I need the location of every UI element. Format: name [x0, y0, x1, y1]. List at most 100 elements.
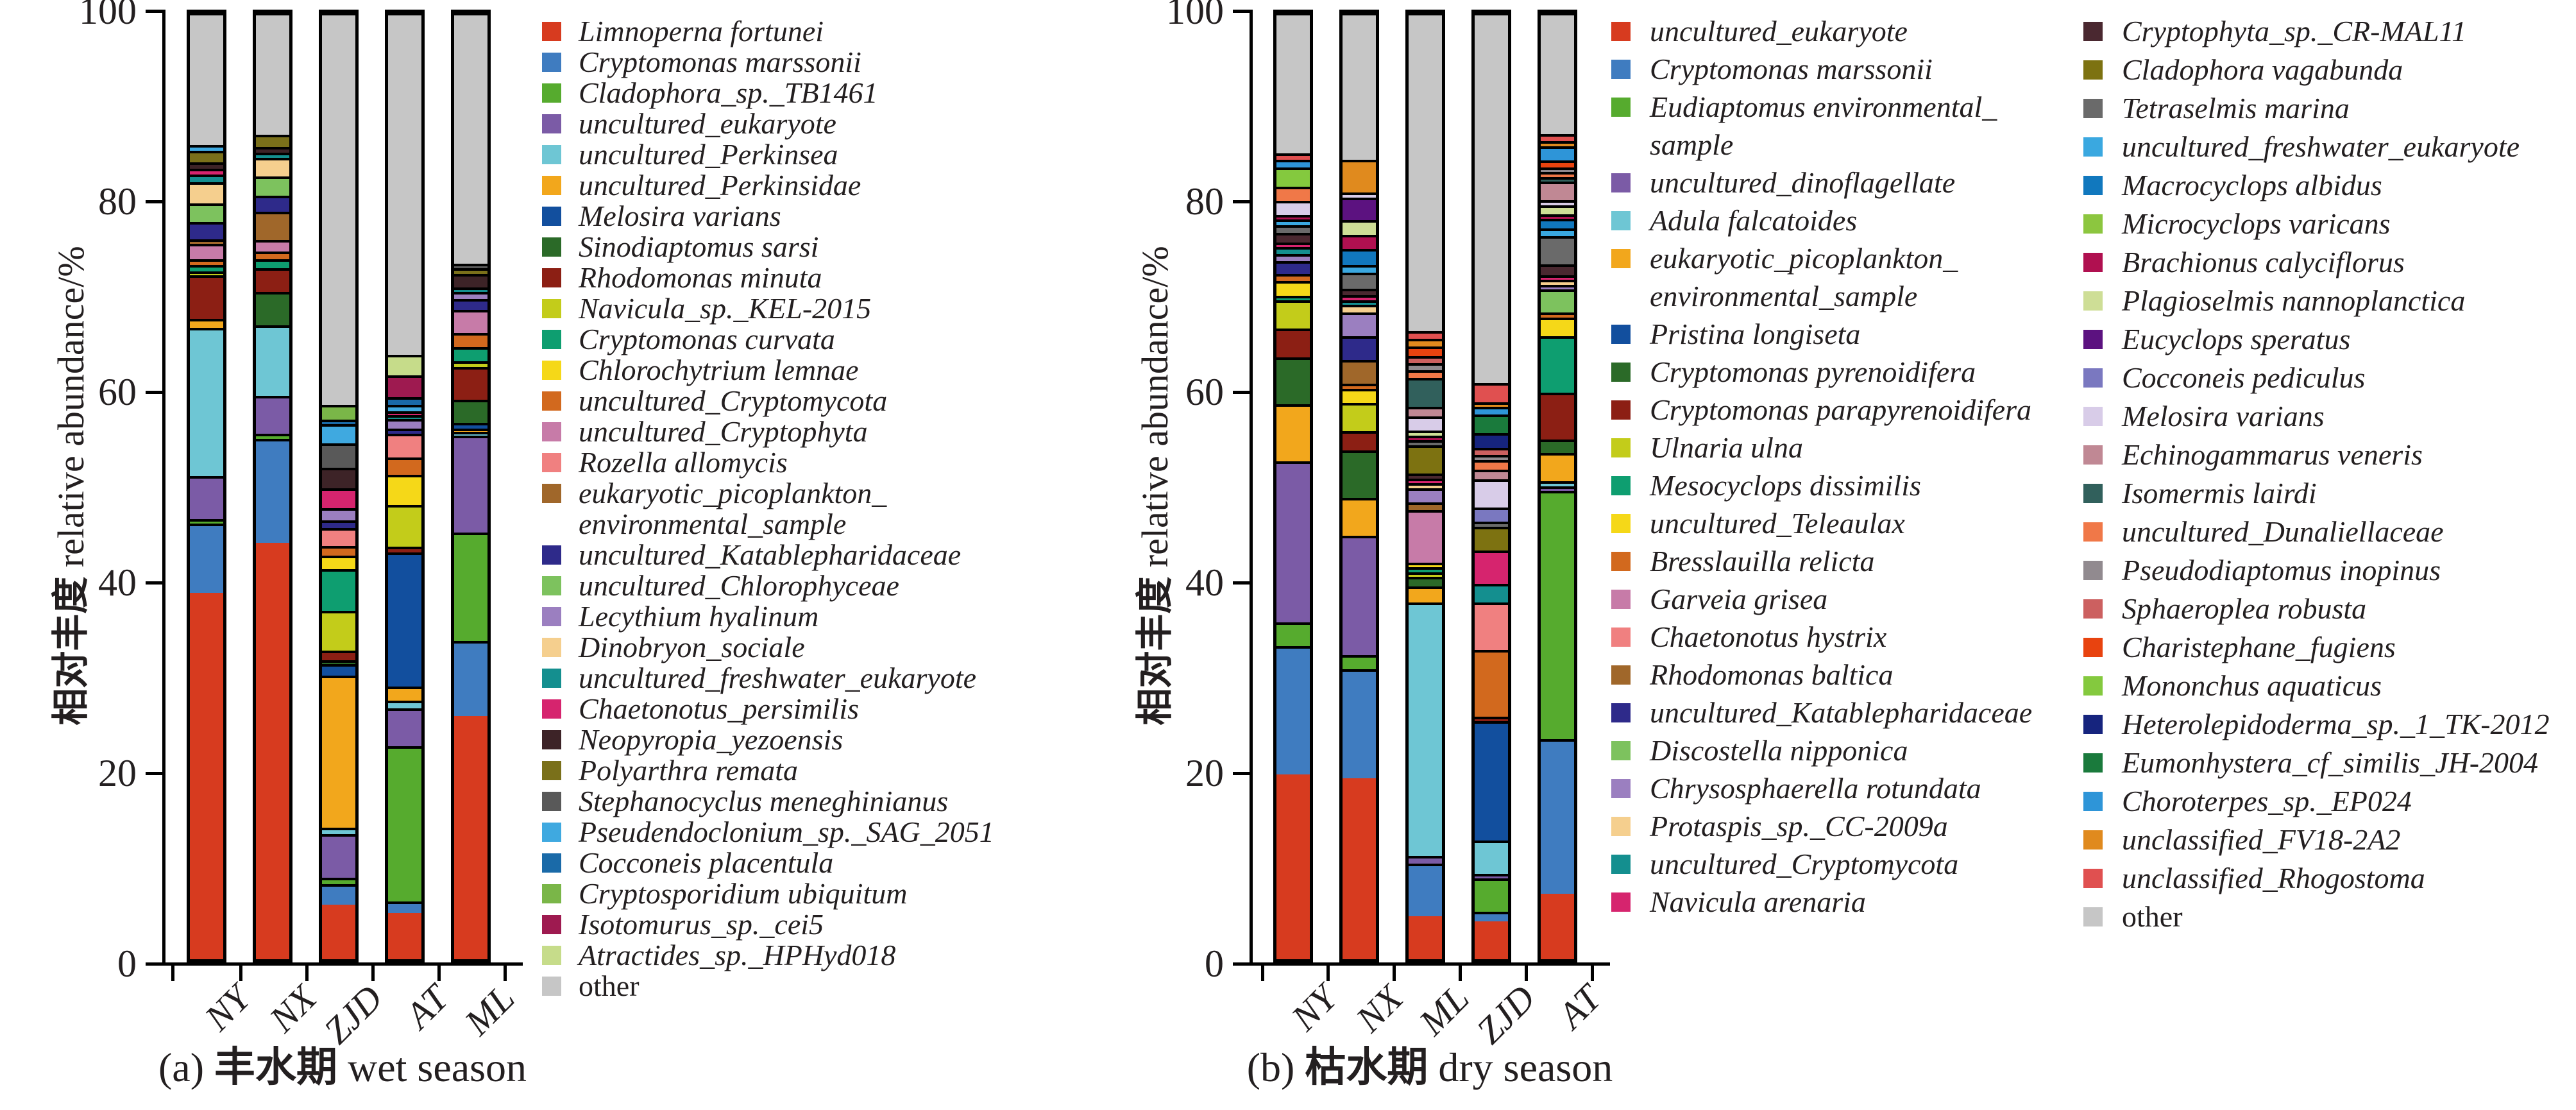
legend-a-label-3: uncultured_eukaryote — [579, 107, 836, 140]
segment-uncultured_Cryptophyta — [454, 310, 487, 333]
legend-a-label-18: Lecythium hyalinum — [579, 600, 819, 633]
legend-a-swatch-26 — [542, 853, 561, 873]
wet-bar-ML — [451, 10, 491, 962]
legend-b1-label-8: Cryptomonas parapyrenoidifera — [1650, 393, 2031, 426]
segment-Cladophora_sp._TB1461 — [256, 434, 289, 439]
segment-Navicula-arenaria — [1541, 275, 1574, 280]
wet-bar-ZJD — [319, 10, 359, 962]
legend-b2-swatch-14 — [2083, 561, 2103, 580]
segment-other — [190, 13, 223, 146]
segment-Stephanocyclus-meneghinianus — [454, 264, 487, 269]
legend-b2-label-17: Mononchus aquaticus — [2122, 669, 2382, 702]
dry-xtick-5 — [1591, 966, 1594, 981]
legend-b2-label-23: other — [2122, 900, 2183, 933]
legend-b2-swatch-6 — [2083, 253, 2103, 272]
legend-a-swatch-27 — [542, 884, 561, 903]
segment-Plagioselmis-nannoplanctica — [1541, 205, 1574, 215]
legend-b1-label-7: Cryptomonas pyrenoidifera — [1650, 355, 1976, 388]
segment-Chlorochytrium-lemnae — [388, 474, 421, 506]
legend-b2-swatch-4 — [2083, 176, 2103, 195]
segment-Melosira-varians — [454, 422, 487, 429]
segment-Cladophora_sp._TB1461 — [388, 746, 421, 902]
dry-ytick-20 — [1233, 772, 1250, 775]
legend-b1-swatch-6 — [1611, 325, 1631, 344]
segment-Lecythium-hyalinum — [454, 292, 487, 299]
legend-b2-label-16: Charistephane_fugiens — [2122, 631, 2396, 663]
legend-b1-label-9: Ulnaria ulna — [1650, 431, 1803, 464]
legend-a-swatch-8 — [542, 268, 561, 287]
segment-Adula-falcatoides — [1541, 481, 1574, 486]
segment-Mesocyclops-dissimilis — [1409, 567, 1442, 572]
segment-other — [388, 13, 421, 355]
segment-Brachionus-calyciflorus — [1343, 234, 1376, 249]
segment-Cryptophyta_sp._CR-MAL11 — [1541, 264, 1574, 276]
legend-a-swatch-17 — [542, 576, 561, 595]
legend-b2-swatch-10 — [2083, 407, 2103, 426]
legend-b2-label-5: Microcyclops varicans — [2122, 207, 2391, 240]
segment-uncultured_dinoflagellate — [1409, 856, 1442, 864]
segment-Cladophora_sp._TB1461 — [190, 518, 223, 524]
dry-ytick-60 — [1233, 391, 1250, 394]
legend-a-label-0: Limnoperna fortunei — [579, 15, 824, 47]
dry-ytick-label-0: 0 — [1205, 943, 1224, 985]
segment-Discostella-nipponica — [1541, 289, 1574, 313]
legend-b1-swatch-18 — [1611, 779, 1631, 798]
legend-a-swatch-24 — [542, 792, 561, 811]
legend-a-label-21: Chaetonotus_persimilis — [579, 692, 860, 725]
segment-uncultured_Dunaliellaceae — [1409, 370, 1442, 379]
dry-ytick-0 — [1233, 962, 1250, 966]
dry-xtick-1 — [1326, 966, 1330, 981]
legend-b2-label-11: Echinogammarus veneris — [2122, 438, 2423, 471]
segment-Pseudendoclonium_sp._SAG_2051 — [322, 423, 355, 444]
segment-uncultured_Katablepharidaceae — [454, 298, 487, 311]
segment-uncultured_freshwater_eukaryote — [1343, 265, 1376, 273]
legend-b2-label-7: Plagioselmis nannoplanctica — [2122, 284, 2466, 317]
segment-Cryptomonas-marssonii — [256, 438, 289, 543]
legend-b2-swatch-17 — [2083, 676, 2103, 696]
segment-Cryptomonas-marssonii — [1541, 739, 1574, 894]
segment-Cryptosporidium-ubiquitum — [322, 404, 355, 420]
segment-unclassified_FV18-2A2 — [1343, 159, 1376, 193]
legend-b1-label-3: uncultured_dinoflagellate — [1650, 166, 1956, 199]
wet-ytick-label-100: 100 — [79, 0, 137, 32]
segment-Navicula_sp._KEL-2015 — [454, 361, 487, 367]
segment-Cryptomonas-marssonii — [1409, 864, 1442, 916]
legend-b1-label-12: Bresslauilla relicta — [1650, 545, 1875, 577]
wet-xtick-0 — [171, 966, 174, 981]
segment-uncultured_Katablepharidaceae — [322, 520, 355, 528]
segment-unclassified_FV18-2A2 — [1409, 339, 1442, 347]
legend-a-label-9: Navicula_sp._KEL-2015 — [579, 292, 872, 325]
segment-Rhodomonas-baltica — [1343, 360, 1376, 384]
legend-b2-label-10: Melosira varians — [2122, 400, 2325, 432]
legend-b1-label-15: Rhodomonas baltica — [1650, 658, 1894, 691]
legend-b2-swatch-1 — [2083, 60, 2103, 80]
segment-Stephanocyclus-meneghinianus — [322, 443, 355, 468]
segment-Choroterpes_sp._EP024 — [1541, 146, 1574, 160]
legend-a-swatch-7 — [542, 237, 561, 257]
legend-a-swatch-20 — [542, 669, 561, 688]
segment-uncultured_Cryptomycota — [1276, 247, 1310, 254]
legend-b2-swatch-5 — [2083, 214, 2103, 234]
segment-Cocconeis-pediculus — [1475, 507, 1508, 522]
segment-uncultured_Teleaulax — [1409, 562, 1442, 568]
dry-ytick-label-40: 40 — [1185, 561, 1224, 604]
segment-uncultured_Perkinsidae — [454, 428, 487, 432]
segment-eukaryotic_picoplankton_-environmental_sample — [1276, 404, 1310, 462]
legend-a-label-6: Melosira varians — [579, 200, 781, 232]
segment-Rhodomonas-minuta — [454, 366, 487, 400]
dry-xtick-3 — [1459, 966, 1462, 981]
segment-Protaspis_sp._CC-2009a — [1409, 483, 1442, 488]
segment-Melosira-varians — [322, 663, 355, 676]
segment-Macrocyclops-albidus — [1343, 248, 1376, 265]
legend-b1-swatch-4 — [1611, 211, 1631, 230]
segment-unclassified_Rhogostoma — [1409, 331, 1442, 339]
segment-Cladophora_sp._TB1461 — [454, 532, 487, 642]
segment-eukaryotic_picoplankton_-environmental_sample — [1409, 586, 1442, 603]
legend-b2-swatch-8 — [2083, 330, 2103, 349]
segment-Chrysosphaerella-rotundata — [1276, 253, 1310, 262]
legend-a-label-4: uncultured_Perkinsea — [579, 138, 838, 171]
segment-uncultured_Teleaulax — [1541, 317, 1574, 336]
legend-b1-label-16: uncultured_Katablepharidaceae — [1650, 696, 2033, 729]
segment-uncultured_Teleaulax — [1343, 388, 1376, 403]
legend-a-swatch-14 — [542, 453, 561, 472]
